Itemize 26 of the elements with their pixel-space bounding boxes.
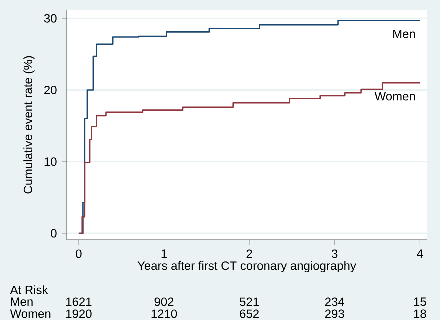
text: 652 — [240, 310, 259, 318]
y-axis-title: Cumulative event rate (%) — [24, 56, 35, 194]
x-axis-title: Years after first CT coronary angiography — [138, 261, 356, 273]
text: 1621 — [66, 298, 92, 306]
text: 1920 — [66, 310, 92, 318]
x-tick-label: 1 — [162, 250, 167, 258]
x-tick-label: 0 — [76, 250, 82, 258]
text: 1210 — [152, 310, 178, 318]
x-tick-label: 2 — [246, 250, 252, 258]
x-tick-label: 3 — [332, 250, 338, 258]
y-tick-label: 0 — [51, 229, 57, 238]
text: Women — [10, 310, 51, 318]
text: 18 — [414, 310, 426, 318]
text: 902 — [154, 298, 174, 306]
series-label: Men — [394, 30, 416, 38]
text: 293 — [325, 310, 344, 318]
text: Men — [11, 298, 33, 306]
series-label: Women — [374, 92, 416, 101]
y-tick-label: 30 — [44, 14, 57, 23]
x-tick-label: 4 — [417, 250, 424, 258]
y-tick-label: 10 — [44, 158, 57, 166]
text: 234 — [325, 298, 345, 306]
y-tick-label: 20 — [44, 86, 57, 94]
text: 521 — [240, 298, 259, 306]
text: 15 — [414, 298, 426, 306]
text: At Risk — [10, 286, 48, 294]
